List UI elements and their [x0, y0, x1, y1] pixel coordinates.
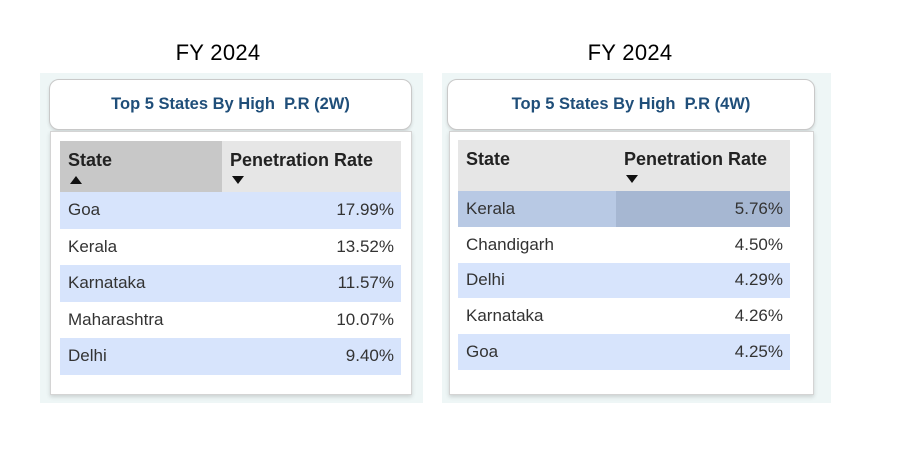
table-row[interactable]: Maharashtra 10.07%: [60, 301, 401, 338]
table-body-left: Goa 17.99% Kerala 13.52% Karnataka 11.57% Maha…: [60, 192, 401, 375]
penetration-rate-cell: 4.29%: [616, 262, 790, 299]
table-row[interactable]: Chandigarh 4.50%: [458, 226, 790, 263]
table-card-left: State Penetration Rate Goa 17.99% Kerala 13…: [50, 131, 412, 395]
table-row[interactable]: Karnataka 4.26%: [458, 298, 790, 335]
table-header-left: State Penetration Rate: [60, 141, 401, 192]
column-header-penetration-rate[interactable]: Penetration Rate: [616, 140, 790, 191]
table-row[interactable]: Delhi 4.29%: [458, 262, 790, 299]
column-header-label: Penetration Rate: [624, 149, 768, 169]
column-header-penetration-rate[interactable]: Penetration Rate: [222, 141, 401, 192]
column-header-state[interactable]: State: [60, 141, 222, 192]
table-left: State Penetration Rate Goa 17.99% Kerala 13…: [60, 141, 401, 375]
table-body-right: Kerala 5.76% Chandigarh 4.50% Delhi 4.29% Karn…: [458, 191, 790, 370]
table-row[interactable]: Delhi 9.40%: [60, 338, 401, 375]
column-header-label: State: [68, 150, 113, 170]
state-cell: Kerala: [60, 228, 222, 265]
penetration-rate-cell: 5.76%: [616, 191, 790, 227]
state-cell: Chandigarh: [458, 226, 616, 263]
state-cell: Goa: [60, 192, 222, 229]
penetration-rate-cell: 11.57%: [222, 265, 401, 302]
table-row[interactable]: Karnataka 11.57%: [60, 265, 401, 302]
state-cell: Goa: [458, 334, 616, 370]
sort-descending-icon: [626, 175, 638, 183]
fy-label-right: FY 2024: [587, 40, 673, 65]
state-cell: Maharashtra: [60, 301, 222, 338]
penetration-rate-cell: 10.07%: [222, 301, 401, 338]
table-title-right: Top 5 States By High P.R (4W): [447, 79, 815, 130]
column-header-state[interactable]: State: [458, 140, 616, 191]
penetration-rate-cell: 17.99%: [222, 192, 401, 229]
table-header-right: State Penetration Rate: [458, 140, 790, 191]
penetration-rate-cell: 4.26%: [616, 298, 790, 335]
table-card-right: State Penetration Rate Kerala 5.76% Chandi…: [449, 131, 814, 395]
penetration-rate-cell: 9.40%: [222, 338, 401, 375]
table-right: State Penetration Rate Kerala 5.76% Chandi…: [458, 140, 790, 370]
fy-label-left: FY 2024: [175, 40, 261, 65]
penetration-rate-cell: 4.50%: [616, 226, 790, 263]
visual-panel-left: Top 5 States By High P.R (2W) State Pene…: [40, 73, 423, 403]
state-cell: Karnataka: [60, 265, 222, 302]
state-cell: Delhi: [458, 262, 616, 299]
penetration-rate-cell: 13.52%: [222, 228, 401, 265]
table-title-left: Top 5 States By High P.R (2W): [49, 79, 412, 130]
table-row[interactable]: Goa 17.99%: [60, 192, 401, 229]
column-header-label: State: [466, 149, 511, 169]
state-cell: Karnataka: [458, 298, 616, 335]
table-row[interactable]: Kerala 13.52%: [60, 228, 401, 265]
visual-panel-right: Top 5 States By High P.R (4W) State Pene…: [442, 73, 831, 403]
table-row[interactable]: Goa 4.25%: [458, 334, 790, 370]
penetration-rate-cell: 4.25%: [616, 334, 790, 370]
column-header-label: Penetration Rate: [230, 150, 374, 170]
sort-ascending-icon: [70, 176, 82, 184]
state-cell: Delhi: [60, 338, 222, 375]
table-row[interactable]: Kerala 5.76%: [458, 191, 790, 227]
sort-descending-icon: [232, 176, 244, 184]
state-cell: Kerala: [458, 191, 616, 227]
